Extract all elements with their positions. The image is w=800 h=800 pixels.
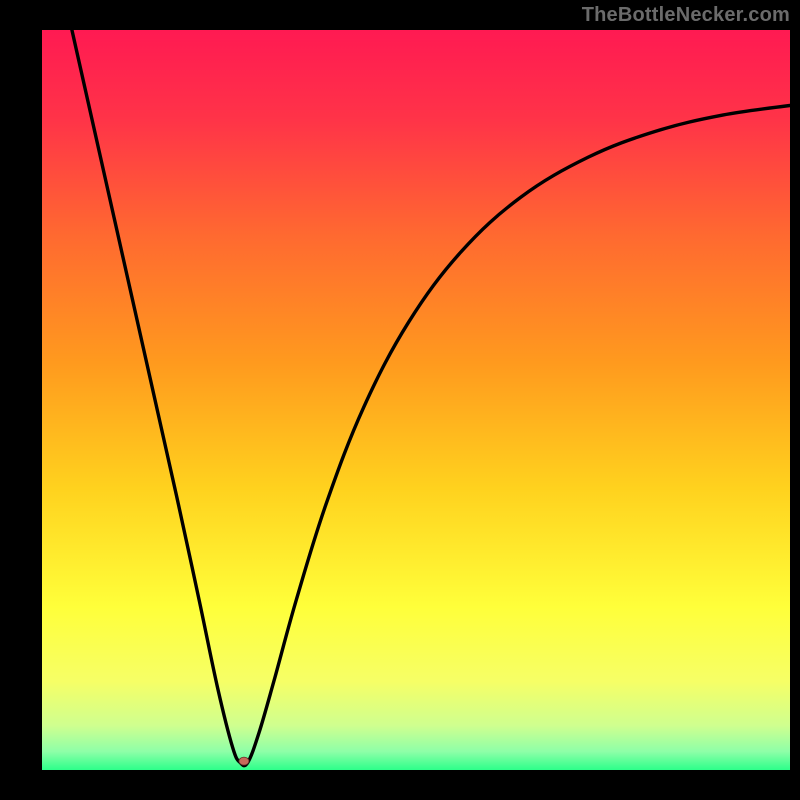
plot-area <box>42 30 790 770</box>
watermark-text: TheBottleNecker.com <box>582 4 790 27</box>
chart-svg <box>42 30 790 770</box>
chart-frame: TheBottleNecker.com <box>0 0 800 800</box>
optimum-marker <box>239 757 249 765</box>
